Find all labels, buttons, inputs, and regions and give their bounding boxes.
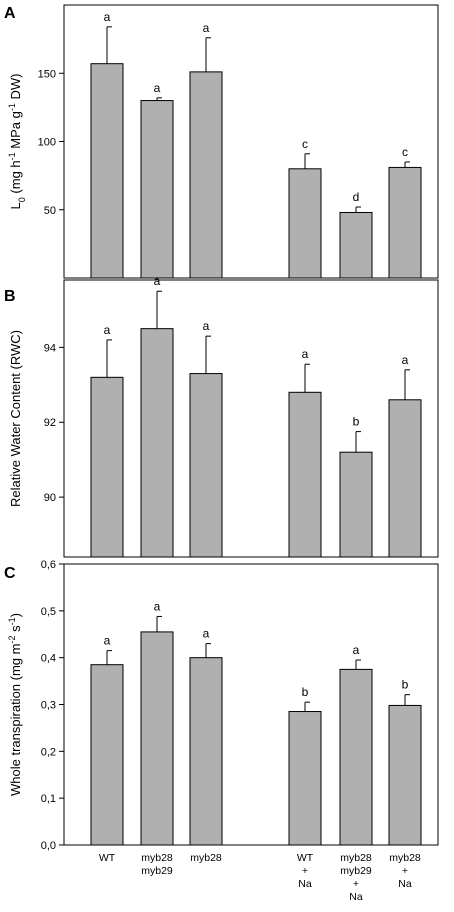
significance-label: b	[302, 685, 309, 699]
y-tick-label: 94	[44, 342, 56, 354]
y-tick-label: 0,6	[41, 559, 56, 571]
y-axis-title-part: 0	[17, 197, 27, 202]
significance-label: a	[154, 274, 161, 288]
y-axis-title: L0 (mg h-1 MPa g-1 DW)	[7, 74, 27, 210]
bar	[140, 100, 174, 279]
significance-label: c	[402, 145, 408, 159]
y-tick-label: 100	[38, 137, 56, 149]
significance-label: b	[353, 415, 360, 429]
y-axis-title-part: Whole transpiration (mg m	[8, 644, 23, 796]
x-category-label: Na	[398, 878, 412, 890]
significance-label: d	[353, 190, 360, 204]
x-category-label: +	[353, 878, 359, 890]
significance-label: c	[302, 137, 308, 151]
y-axis-title-part: Relative Water Content (RWC)	[8, 330, 23, 507]
bar	[339, 668, 373, 846]
y-tick-label: 0,2	[41, 746, 56, 758]
bar	[339, 451, 373, 558]
y-tick-label: 92	[44, 417, 56, 429]
significance-label: a	[402, 353, 409, 367]
significance-label: a	[203, 319, 210, 333]
y-axis-title-part: MPa g	[8, 111, 23, 152]
bar	[90, 63, 124, 279]
x-category-label: Na	[298, 878, 312, 890]
x-category-label: myb28	[141, 852, 173, 864]
y-tick-label: 0,0	[41, 840, 56, 852]
bar	[288, 391, 322, 558]
bar	[140, 328, 174, 558]
significance-label: a	[154, 599, 161, 613]
significance-label: a	[154, 81, 161, 95]
panel-letter: B	[4, 288, 16, 305]
y-axis-title-part: s	[8, 625, 23, 636]
y-axis-title-part: -1	[7, 617, 17, 625]
x-category-label: myb28	[340, 852, 372, 864]
y-tick-label: 0,4	[41, 653, 56, 665]
significance-label: a	[104, 323, 111, 337]
y-tick-label: 150	[38, 68, 56, 80]
bar	[189, 373, 223, 558]
x-category-label: +	[402, 865, 408, 877]
bar	[288, 168, 322, 279]
bar	[388, 399, 422, 558]
bar	[339, 211, 373, 279]
x-category-label: Na	[349, 891, 363, 903]
significance-label: a	[353, 643, 360, 657]
x-category-label: myb28	[389, 852, 421, 864]
panel-letter: C	[4, 565, 16, 582]
bar	[388, 704, 422, 846]
x-category-label: WT	[99, 852, 116, 864]
bar	[288, 711, 322, 846]
significance-label: a	[203, 627, 210, 641]
y-axis-title-part: L	[8, 202, 23, 209]
plot-frame	[63, 279, 439, 558]
significance-label: a	[203, 21, 210, 35]
bar	[189, 71, 223, 279]
y-axis-title-part: )	[8, 613, 23, 617]
y-tick-label: 0,1	[41, 793, 56, 805]
bar	[140, 631, 174, 846]
x-category-label: myb29	[141, 865, 173, 877]
y-axis-title: Relative Water Content (RWC)	[8, 330, 23, 507]
significance-label: a	[302, 347, 309, 361]
y-axis-title: Whole transpiration (mg m-2 s-1)	[7, 613, 23, 796]
panel-C: C 0,0 0,1 0,2 0,3 0,4 0,5 0,6 Whole transpiratio…	[4, 559, 439, 852]
bar	[388, 166, 422, 279]
x-category-label: +	[302, 865, 308, 877]
y-tick-label: 90	[44, 492, 56, 504]
x-category-label: myb29	[340, 865, 372, 877]
y-axis-title-part: -1	[7, 152, 17, 160]
y-tick-label: 0,3	[41, 700, 56, 712]
y-tick-label: 50	[44, 205, 56, 217]
bar	[90, 376, 124, 558]
y-axis-title-part: DW)	[8, 74, 23, 104]
bar	[189, 657, 223, 846]
x-category-label: myb28	[190, 852, 222, 864]
bar	[90, 664, 124, 846]
significance-label: a	[104, 10, 111, 24]
significance-label: b	[402, 678, 409, 692]
x-category-label: WT	[297, 852, 314, 864]
significance-label: a	[104, 634, 111, 648]
panel-letter: A	[4, 5, 16, 22]
panel-B: B 90 92 94 Relative Water Content (RWC) a a a a b…	[4, 274, 439, 558]
y-tick-label: 0,5	[41, 606, 56, 618]
y-axis-title-part: -2	[7, 636, 17, 644]
y-axis-title-part: (mg h	[8, 160, 23, 197]
y-axis-title-part: -1	[7, 103, 17, 111]
